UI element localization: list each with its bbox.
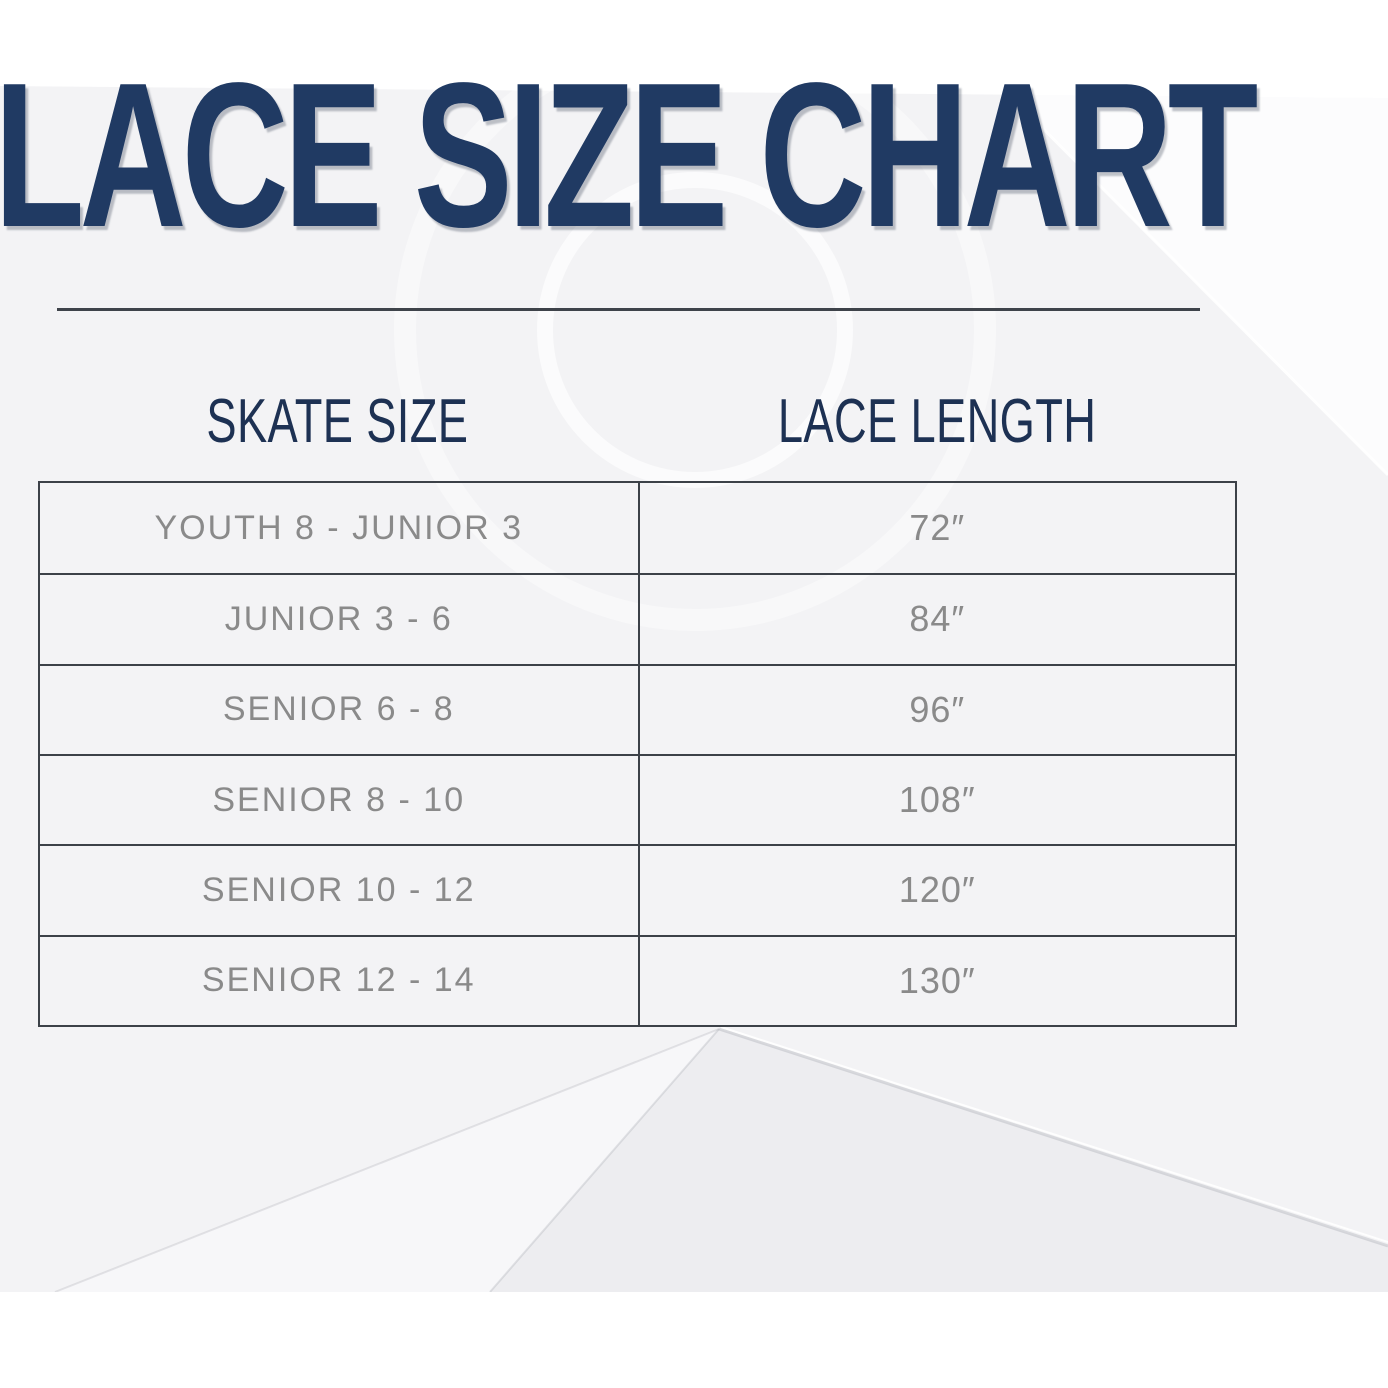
- skate-size-cell: JUNIOR 3 - 6: [40, 573, 638, 663]
- lace-length-cell: 120″: [637, 844, 1235, 935]
- title-divider-line: [57, 308, 1200, 311]
- lace-length-cell: 96″: [637, 663, 1235, 754]
- column-headers: SKATE SIZE LACE LENGTH: [38, 386, 1237, 457]
- lace-length-cell: 130″: [637, 934, 1235, 1025]
- page-title: LACE SIZE CHART: [0, 40, 1258, 270]
- lace-length-cell: 108″: [637, 754, 1235, 845]
- lace-length-header: LACE LENGTH: [638, 386, 1238, 457]
- skate-size-cell: YOUTH 8 - JUNIOR 3: [154, 508, 523, 547]
- skate-size-cell: SENIOR 8 - 10: [40, 754, 638, 844]
- lace-length-header-label: LACE LENGTH: [778, 387, 1097, 456]
- skate-size-cell: SENIOR 12 - 14: [40, 934, 638, 1025]
- lace-length-cell: 72″: [637, 483, 1236, 574]
- skate-size-header-label: SKATE SIZE: [206, 387, 469, 456]
- lace-size-table: YOUTH 8 - JUNIOR 3 72″ JUNIOR 3 - 6 84″ SENI…: [38, 481, 1237, 1027]
- skate-size-cell: SENIOR 10 - 12: [40, 844, 638, 934]
- lace-length-cell: 84″: [637, 573, 1235, 664]
- skate-size-header: SKATE SIZE: [38, 386, 638, 457]
- skate-size-cell: SENIOR 6 - 8: [40, 663, 638, 754]
